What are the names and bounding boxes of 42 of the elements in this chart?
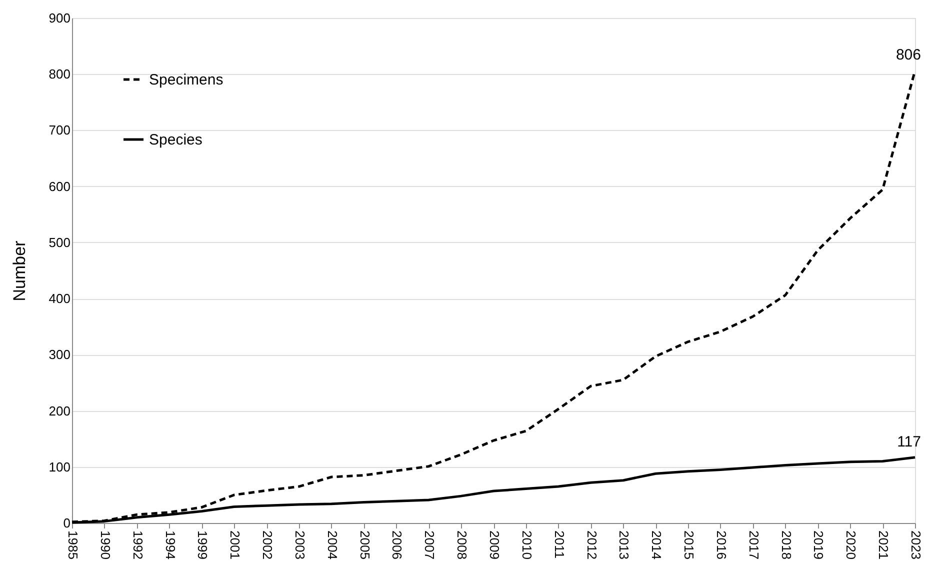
x-tick-label: 2018	[778, 530, 794, 560]
y-tick-label: 600	[48, 178, 70, 194]
legend-label: Specimens	[149, 72, 224, 88]
x-tick-label: 2011	[552, 530, 567, 558]
x-tick-label: 2014	[649, 530, 664, 560]
x-tick-label: 2013	[616, 530, 632, 560]
y-tick-label: 400	[48, 291, 70, 306]
annotation: 117	[897, 433, 921, 450]
y-tick-label: 200	[48, 403, 70, 418]
x-tick-label: 2002	[260, 530, 276, 560]
x-tick-label: 1985	[66, 530, 80, 560]
y-tick-label: 900	[48, 10, 70, 26]
x-tick-label: 1992	[130, 530, 146, 560]
y-tick-label: 0	[63, 516, 70, 530]
y-axis-title: Number	[10, 240, 29, 302]
x-tick-label: 1999	[195, 530, 210, 560]
x-tick-label: 2019	[811, 530, 826, 560]
x-tick-label: 2003	[292, 530, 308, 560]
legend-label: Species	[149, 132, 202, 148]
x-tick-label: 2016	[714, 530, 729, 560]
x-tick-label: 2017	[746, 530, 762, 560]
y-tick-label: 300	[48, 347, 70, 362]
x-tick-label: 2010	[519, 530, 534, 560]
y-tick-label: 100	[48, 459, 70, 474]
x-tick-label: 2023	[908, 530, 924, 560]
annotation: 806	[896, 46, 921, 64]
y-tick-label: 700	[48, 122, 70, 138]
x-tick-label: 1990	[98, 530, 113, 560]
x-tick-label: 2007	[422, 530, 438, 560]
y-tick-label: 500	[48, 234, 70, 250]
x-tick-label: 2004	[324, 530, 340, 560]
x-tick-label: 1994	[162, 530, 178, 560]
x-tick-label: 2006	[390, 530, 405, 560]
x-tick-label: 2021	[876, 530, 892, 560]
x-tick-label: 2015	[682, 530, 697, 560]
x-tick-label: 2020	[844, 530, 859, 560]
x-tick-label: 2012	[584, 530, 600, 560]
x-tick-label: 2005	[357, 530, 372, 560]
y-tick-label: 800	[48, 66, 70, 82]
x-tick-label: 2001	[228, 530, 243, 560]
x-tick-label: 2009	[487, 530, 502, 560]
x-tick-label: 2008	[454, 530, 470, 560]
